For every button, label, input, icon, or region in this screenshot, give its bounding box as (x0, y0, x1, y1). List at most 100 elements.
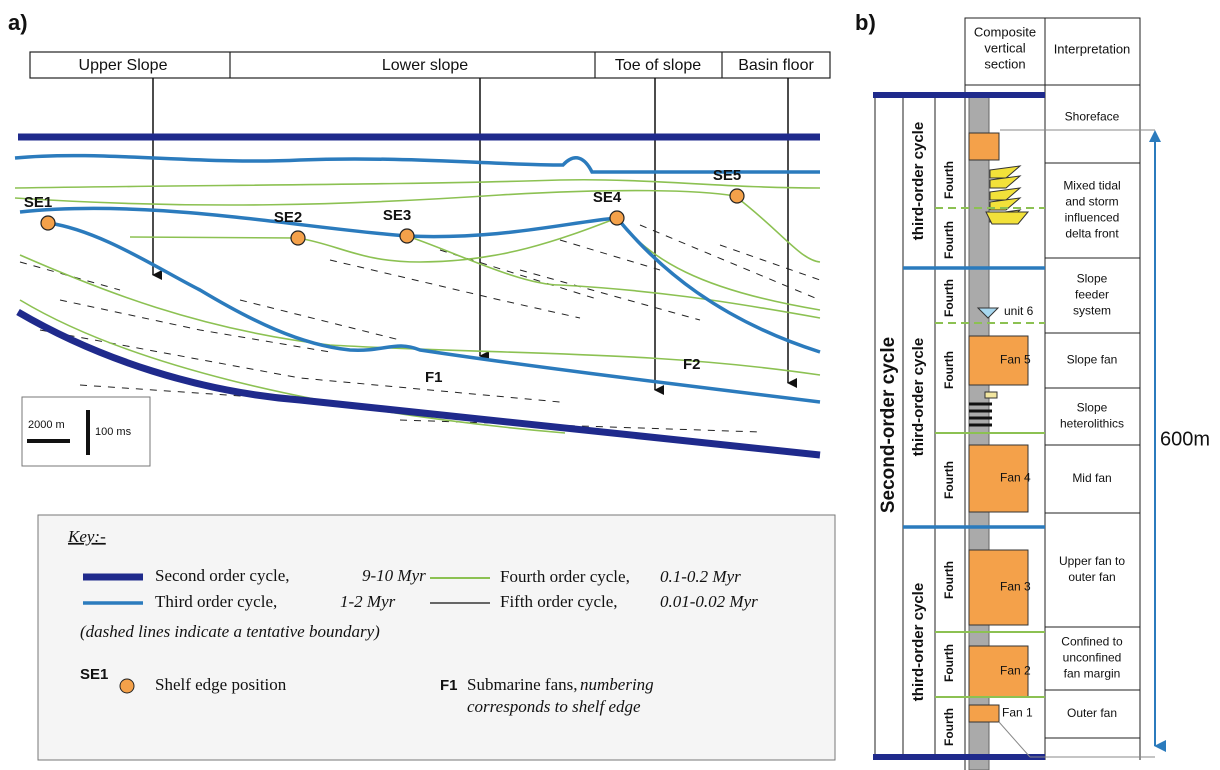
unit-label: Fan 1 (1002, 706, 1033, 720)
zone-label: Lower slope (382, 57, 468, 74)
fourth-order-line (14, 178, 821, 189)
fourth-order-line (19, 299, 566, 434)
zone-label: Toe of slope (615, 57, 701, 74)
key-duration: 1-2 Myr (340, 592, 396, 611)
fifth-order-line (39, 329, 561, 403)
fourth-order-label: Fourth (942, 708, 956, 746)
interpretation: Mid fan (1072, 471, 1111, 485)
leader-line (998, 721, 1031, 758)
interpretation: Upper fan to (1059, 554, 1125, 568)
fifth-order-line (19, 261, 121, 291)
key-shelf-edge (119, 678, 135, 694)
interpretation: Mixed tidal (1063, 179, 1120, 193)
fifth-order-line (719, 244, 821, 281)
interpretation: feeder (1075, 288, 1109, 302)
unit-label: Fan 2 (1000, 664, 1031, 678)
fourth-order-label: Fourth (942, 561, 956, 599)
shelf-edge-marker (609, 210, 625, 226)
key-detail: corresponds to shelf edge (467, 697, 641, 716)
fourth-order-label: Fourth (942, 161, 956, 199)
interpretation: outer fan (1068, 570, 1115, 584)
scale-horizontal: 2000 m (28, 419, 65, 431)
unit-label: Fan 5 (1000, 353, 1031, 367)
key-label: Fifth order cycle, (500, 592, 618, 611)
fan-bed (968, 444, 1029, 513)
fourth-order-line (19, 254, 821, 376)
fourth-order-line (14, 189, 821, 263)
panel-label: b) (855, 10, 876, 35)
fourth-order-line (129, 217, 821, 311)
panel-label: a) (8, 10, 28, 35)
key-label: Shelf edge position (155, 675, 287, 694)
second-order-line (16, 308, 821, 459)
key-label: Submarine fans, (467, 675, 577, 694)
interpretation: Slope (1077, 272, 1108, 286)
delta-bed (989, 175, 1022, 189)
fifth-order-line (59, 299, 331, 353)
third-order-label: third-order cycle (910, 583, 927, 701)
shelf-edge-label: SE2 (274, 209, 302, 226)
bed (968, 132, 1000, 161)
fifth-order-line (329, 259, 581, 319)
header: vertical (984, 40, 1025, 55)
fourth-order-label: Fourth (942, 461, 956, 499)
fourth-order-label: Fourth (942, 644, 956, 682)
fan-bed (968, 645, 1029, 698)
third-order-label: third-order cycle (910, 122, 927, 240)
third-order-line (14, 153, 820, 174)
shelf-edge-marker (399, 228, 415, 244)
fifth-order-line (239, 299, 401, 341)
unit-label: Fan 4 (1000, 471, 1031, 485)
fan-bed (968, 335, 1029, 386)
fifth-order-line (639, 224, 821, 301)
zone-label: Basin floor (738, 57, 814, 74)
interpretation: heterolithics (1060, 417, 1124, 431)
fifth-order-line (519, 269, 701, 321)
interpretation: Slope (1077, 401, 1108, 415)
fourth-order-line (406, 235, 821, 319)
third-order-line (615, 216, 821, 354)
third-order-line (19, 206, 618, 239)
second-order-label: Second-order cycle (878, 337, 899, 513)
third-order-line (47, 221, 821, 404)
unit-label: Fan 3 (1000, 580, 1031, 594)
key-symbol: SE1 (80, 666, 108, 683)
zone-label: Upper Slope (79, 57, 168, 74)
key-label: Third order cycle, (155, 592, 277, 611)
interpretation: delta front (1065, 227, 1119, 241)
fan-bed (968, 704, 1000, 723)
key-duration: 9-10 Myr (362, 566, 426, 585)
header: section (984, 56, 1025, 71)
interpretation: Shoreface (1065, 110, 1120, 124)
interpretation: and storm (1065, 195, 1118, 209)
interpretation: unconfined (1063, 651, 1122, 665)
shelf-edge-marker (729, 188, 745, 204)
scale-vertical: 100 ms (95, 426, 132, 438)
shelf-edge-label: SE5 (713, 167, 741, 184)
key-detail: numbering (580, 675, 654, 694)
delta-bed (985, 211, 1030, 225)
bed (984, 391, 998, 399)
header: Interpretation (1054, 41, 1131, 56)
fan-label: F2 (683, 356, 701, 373)
fourth-order-label: Fourth (942, 221, 956, 259)
shelf-edge-label: SE1 (24, 194, 52, 211)
shelf-edge-label: SE4 (593, 189, 622, 206)
key-note: (dashed lines indicate a tentative bound… (80, 622, 380, 641)
unit6-marker (976, 307, 1000, 319)
key-title: Key:- (67, 527, 106, 546)
interpretation: Outer fan (1067, 706, 1117, 720)
interpretation: fan margin (1064, 667, 1121, 681)
fan-label: F1 (425, 369, 443, 386)
fourth-order-label: Fourth (942, 279, 956, 317)
interpretation: system (1073, 304, 1111, 318)
zone-bar (29, 51, 831, 79)
key-duration: 0.1-0.2 Myr (660, 567, 741, 586)
shelf-edge-label: SE3 (383, 207, 411, 224)
fourth-order-label: Fourth (942, 351, 956, 389)
shelf-edge-marker (290, 230, 306, 246)
key-duration: 0.01-0.02 Myr (660, 592, 758, 611)
third-order-label: third-order cycle (910, 338, 927, 456)
thickness-label: 600m (1160, 428, 1210, 450)
